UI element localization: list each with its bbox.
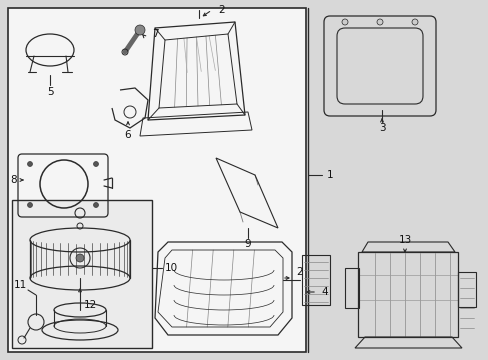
Text: 11: 11 bbox=[13, 280, 26, 290]
Text: 2: 2 bbox=[218, 5, 225, 15]
Text: 9: 9 bbox=[244, 239, 251, 249]
Text: 1: 1 bbox=[326, 170, 333, 180]
Text: 3: 3 bbox=[378, 123, 385, 133]
Circle shape bbox=[27, 202, 32, 207]
Text: 2: 2 bbox=[296, 267, 303, 277]
Text: 8: 8 bbox=[11, 175, 17, 185]
Circle shape bbox=[135, 25, 145, 35]
Circle shape bbox=[411, 19, 417, 25]
Circle shape bbox=[76, 254, 84, 262]
Text: 10: 10 bbox=[164, 263, 177, 273]
Bar bbox=[345, 268, 358, 308]
Text: 6: 6 bbox=[124, 130, 131, 140]
Bar bbox=[12, 200, 152, 348]
Bar bbox=[457, 272, 475, 307]
Text: 7: 7 bbox=[151, 29, 158, 39]
Circle shape bbox=[93, 162, 98, 166]
Circle shape bbox=[93, 202, 98, 207]
Text: 5: 5 bbox=[46, 87, 53, 97]
Bar bbox=[8, 8, 305, 352]
Circle shape bbox=[376, 19, 382, 25]
Circle shape bbox=[27, 162, 32, 166]
Text: 12: 12 bbox=[83, 300, 97, 310]
Circle shape bbox=[341, 19, 347, 25]
Bar bbox=[357, 252, 457, 337]
Bar bbox=[302, 255, 329, 305]
Text: 13: 13 bbox=[398, 235, 411, 245]
Text: 4: 4 bbox=[321, 287, 327, 297]
